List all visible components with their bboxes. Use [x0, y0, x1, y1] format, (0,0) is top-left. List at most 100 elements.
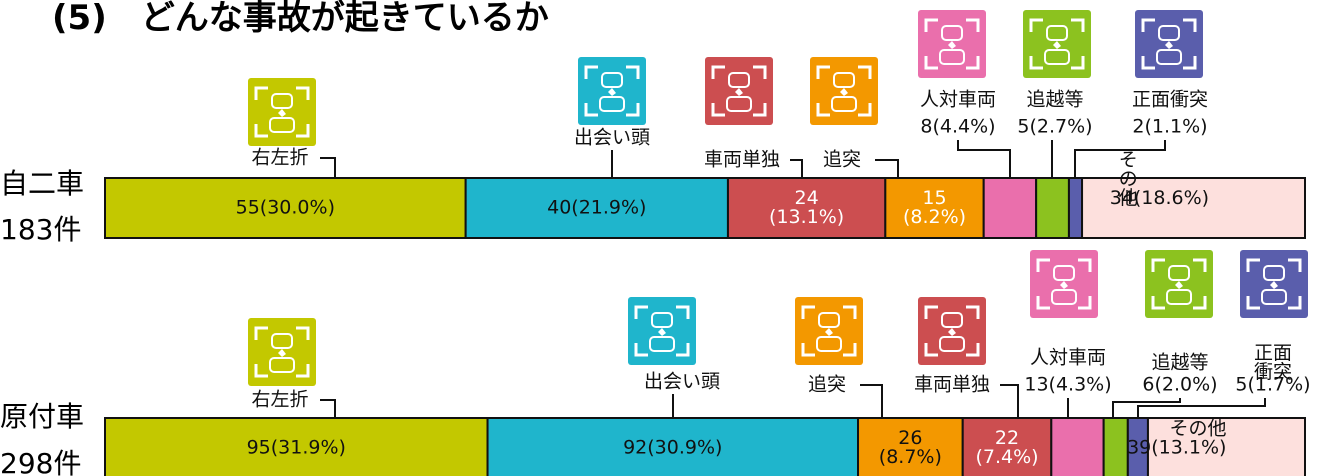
row-total: 183件	[0, 213, 82, 246]
icon-car	[649, 336, 675, 352]
icon-car	[941, 25, 963, 41]
leader-line	[320, 157, 336, 178]
icon-crash	[840, 88, 848, 96]
bar-segment	[857, 417, 964, 476]
icon-car	[1158, 25, 1180, 41]
row-label: 原付車	[0, 400, 85, 433]
legend-name: 右左折	[251, 388, 309, 411]
icon	[1030, 250, 1098, 318]
icon-crash	[825, 328, 833, 336]
icon-crash	[948, 41, 956, 49]
icon	[248, 318, 316, 386]
other-label: その他 39(13.1%)	[1127, 419, 1276, 467]
icon-crash	[1270, 281, 1278, 289]
legend-name: その他	[1118, 149, 1138, 209]
leader-line	[1000, 384, 1019, 418]
legend-name: 追突	[807, 373, 847, 396]
icon-crash	[735, 88, 743, 96]
value-label: 8(4.4%)	[920, 115, 996, 138]
legend-name: 人対車両	[1029, 346, 1107, 369]
icon-line	[1029, 18, 1043, 32]
icon	[628, 297, 696, 365]
value-label: 26 (8.7%)	[878, 427, 942, 468]
value-label: 6(2.0%)	[1142, 373, 1218, 396]
leader-line	[860, 384, 883, 418]
value-label: 40(21.9%)	[547, 196, 647, 219]
icon-car	[1053, 265, 1075, 281]
icon-line	[843, 343, 857, 357]
icon	[705, 57, 773, 125]
icon	[248, 78, 316, 146]
bar-segment	[1146, 417, 1306, 476]
icon-crash	[1053, 41, 1061, 49]
icon-car	[1261, 289, 1287, 305]
icon	[918, 10, 986, 78]
icon	[1023, 10, 1091, 78]
icon-line	[1141, 18, 1155, 32]
value-label: 5(2.7%)	[1017, 115, 1093, 138]
icon-line	[1141, 56, 1155, 70]
icon-line	[858, 103, 872, 117]
legend-name: 人対車両	[919, 88, 997, 111]
icon-line	[966, 305, 980, 319]
icon-line	[843, 305, 857, 319]
icon-line	[753, 65, 767, 79]
legend-name: その他	[1169, 417, 1227, 440]
icon-line	[626, 65, 640, 79]
icon-line	[1036, 258, 1050, 272]
icon-line	[1193, 258, 1207, 272]
icon-line	[634, 305, 648, 319]
bar-segment	[1050, 417, 1105, 476]
leader-line	[957, 140, 1011, 178]
icon	[810, 57, 878, 125]
icon-car	[1263, 265, 1285, 281]
icon-car	[599, 96, 625, 112]
icon-line	[924, 18, 938, 32]
icon-line	[924, 305, 938, 319]
icon-car	[939, 49, 965, 65]
leader-line	[1112, 398, 1181, 418]
bar-segment	[1067, 177, 1084, 239]
bar-segment	[104, 177, 467, 239]
icon	[1135, 10, 1203, 78]
value-label: 2(1.1%)	[1132, 115, 1208, 138]
legend-name: 右左折	[251, 146, 309, 169]
icon-car	[1051, 289, 1077, 305]
legend-name: 追突	[822, 148, 862, 171]
leader-line	[320, 399, 336, 418]
icon-line	[924, 56, 938, 70]
icon-crash	[948, 328, 956, 336]
value-label: 5(1.7%)	[1235, 373, 1311, 396]
value-label: 55(30.0%)	[235, 196, 335, 219]
icon-car	[271, 333, 293, 349]
icon-crash	[1060, 281, 1068, 289]
icon-line	[711, 65, 725, 79]
icon-line	[254, 86, 268, 100]
icon-line	[1078, 296, 1092, 310]
icon	[918, 297, 986, 365]
other-label: その他 34(18.6%)	[1110, 151, 1258, 237]
icon-car	[818, 312, 840, 328]
icon-car	[271, 93, 293, 109]
icon-line	[966, 18, 980, 32]
legend-name: 車両単独	[913, 373, 991, 396]
icon-line	[584, 65, 598, 79]
icon-line	[966, 56, 980, 70]
leader-line	[790, 159, 803, 178]
legend-name: 出会い頭	[643, 370, 721, 393]
icon-line	[1071, 18, 1085, 32]
icon-line	[1151, 258, 1165, 272]
row-label: 自二車	[0, 167, 85, 200]
icon-crash	[278, 109, 286, 117]
icon-car	[728, 72, 750, 88]
icon-crash	[1165, 41, 1173, 49]
icon-line	[634, 343, 648, 357]
icon-crash	[278, 349, 286, 357]
icon-car	[726, 96, 752, 112]
icon-car	[1168, 265, 1190, 281]
icon-line	[801, 305, 815, 319]
icon-car	[816, 336, 842, 352]
row-total: 298件	[0, 447, 82, 476]
